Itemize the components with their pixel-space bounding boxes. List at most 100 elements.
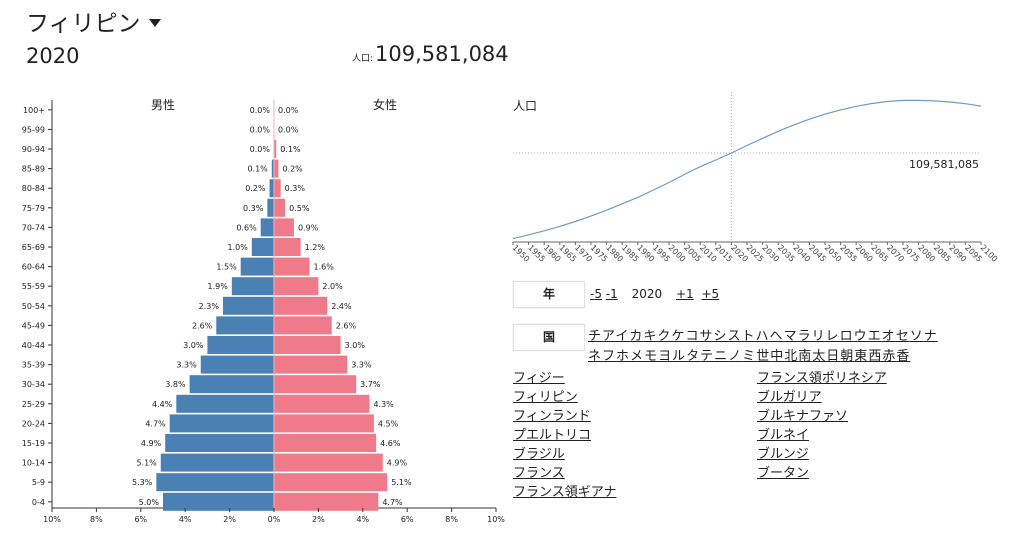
- kana-index-link[interactable]: 赤: [882, 349, 897, 364]
- kana-index-link[interactable]: モ: [644, 349, 659, 364]
- kana-index-link[interactable]: セ: [895, 329, 910, 344]
- kana-index-link[interactable]: 香: [896, 349, 911, 364]
- male-value-label: 0.0%: [250, 145, 271, 154]
- pyramid-x-tick-label: 6%: [134, 515, 147, 524]
- pyramid-age-label: 60-64: [22, 263, 45, 272]
- country-name[interactable]: フィリピン: [26, 11, 141, 37]
- kana-index-link[interactable]: レ: [825, 329, 840, 344]
- pyramid-age-label: 5-9: [32, 478, 45, 487]
- male-bar: [156, 473, 274, 492]
- female-value-label: 2.0%: [322, 282, 343, 291]
- kana-index-link[interactable]: 太: [812, 349, 827, 364]
- country-link[interactable]: フランス領ギアナ: [513, 485, 617, 500]
- kana-index-link[interactable]: 南: [798, 349, 813, 364]
- country-link[interactable]: フィンランド: [513, 409, 591, 424]
- male-value-label: 1.0%: [227, 243, 248, 252]
- female-bar: [274, 277, 319, 296]
- kana-index-link[interactable]: マ: [783, 329, 798, 344]
- kana-index-link[interactable]: テ: [700, 349, 715, 364]
- kana-index-link[interactable]: 日: [826, 349, 841, 364]
- kana-index-link[interactable]: ト: [741, 329, 756, 344]
- population-label: 人口:: [352, 54, 374, 64]
- kana-index-link[interactable]: ケ: [671, 329, 686, 344]
- female-value-label: 2.6%: [336, 321, 357, 330]
- chevron-down-icon[interactable]: [148, 18, 161, 27]
- country-link[interactable]: ブルネイ: [757, 428, 810, 443]
- kana-index-link[interactable]: ヨ: [658, 349, 673, 364]
- pyramid-x-tick-label: 6%: [401, 515, 414, 524]
- kana-index-link[interactable]: ナ: [923, 329, 938, 344]
- kana-index-link[interactable]: ラ: [797, 329, 812, 344]
- country-box: 国: [513, 324, 585, 351]
- kana-index-link[interactable]: 北: [784, 349, 799, 364]
- country-link[interactable]: ブータン: [757, 466, 810, 481]
- country-link[interactable]: プエルトリコ: [513, 428, 592, 443]
- female-bar: [274, 394, 370, 413]
- pyramid-age-label: 50-54: [22, 302, 45, 311]
- kana-index-link[interactable]: キ: [643, 329, 658, 344]
- year-plus1-link[interactable]: +1: [675, 287, 694, 301]
- pyramid-age-label: 100+: [23, 106, 45, 115]
- kana-index-link[interactable]: シ: [713, 329, 728, 344]
- kana-index-link[interactable]: フ: [602, 349, 617, 364]
- female-bar: [274, 453, 383, 472]
- kana-index-link[interactable]: ル: [672, 349, 687, 364]
- kana-index-link[interactable]: ロ: [839, 329, 854, 344]
- population-line-chart: 人口 109,581,08519501955196019651970197519…: [511, 92, 999, 264]
- kana-index-link[interactable]: ヘ: [769, 329, 784, 344]
- male-value-label: 3.0%: [183, 341, 204, 350]
- pyramid-age-label: 0-4: [32, 498, 45, 507]
- country-selector[interactable]: フィリピン: [26, 4, 161, 38]
- country-link[interactable]: フィジー: [513, 371, 565, 386]
- population-chart-title: 人口: [513, 99, 537, 113]
- country-link[interactable]: フランス: [513, 466, 565, 481]
- kana-index-link[interactable]: ア: [602, 329, 616, 344]
- kana-index-link[interactable]: サ: [699, 329, 714, 344]
- pyramid-age-label: 10-14: [22, 459, 45, 468]
- year-minus5-link[interactable]: -5: [590, 287, 602, 301]
- pyramid-age-label: 65-69: [22, 243, 45, 252]
- kana-index-link[interactable]: メ: [630, 349, 645, 364]
- female-value-label: 2.4%: [331, 302, 352, 311]
- kana-index-link[interactable]: ウ: [853, 329, 868, 344]
- kana-index-link[interactable]: ニ: [714, 349, 729, 364]
- kana-index-link[interactable]: ク: [657, 329, 672, 344]
- kana-index-link[interactable]: リ: [811, 329, 826, 344]
- male-bar: [216, 316, 274, 335]
- kana-index-link[interactable]: 朝: [840, 349, 855, 364]
- kana-index-link[interactable]: イ: [615, 329, 630, 344]
- country-link[interactable]: ブルキナファソ: [757, 409, 849, 424]
- kana-index-link[interactable]: エ: [867, 329, 882, 344]
- year-current: 2020: [631, 287, 663, 301]
- country-link[interactable]: ブラジル: [513, 447, 565, 462]
- kana-index-link[interactable]: ス: [727, 329, 742, 344]
- pyramid-age-label: 75-79: [22, 204, 45, 213]
- pyramid-age-label: 40-44: [22, 341, 45, 350]
- kana-index-link[interactable]: ミ: [742, 349, 757, 364]
- kana-index-link[interactable]: ソ: [909, 329, 924, 344]
- male-value-label: 0.2%: [245, 184, 266, 193]
- pyramid-age-label: 80-84: [22, 184, 45, 193]
- male-bar: [160, 453, 274, 472]
- kana-index-link[interactable]: チ: [588, 329, 603, 344]
- kana-index-link[interactable]: コ: [685, 329, 700, 344]
- year-plus5-link[interactable]: +5: [701, 287, 720, 301]
- kana-index-link[interactable]: 東: [854, 349, 869, 364]
- kana-index-link[interactable]: 世: [756, 349, 771, 364]
- kana-index-link[interactable]: カ: [629, 329, 644, 344]
- kana-index-link[interactable]: タ: [686, 349, 701, 364]
- kana-index-link[interactable]: ハ: [755, 329, 770, 344]
- country-link[interactable]: ブルンジ: [757, 447, 809, 462]
- country-link[interactable]: フィリピン: [513, 390, 578, 405]
- female-value-label: 1.2%: [305, 243, 326, 252]
- year-minus1-link[interactable]: -1: [605, 287, 618, 301]
- country-link[interactable]: フランス領ポリネシア: [757, 371, 887, 386]
- kana-index-link[interactable]: オ: [881, 329, 896, 344]
- kana-index-link[interactable]: ノ: [728, 349, 743, 364]
- kana-index-link[interactable]: ネ: [588, 349, 603, 364]
- country-link[interactable]: ブルガリア: [757, 390, 822, 405]
- kana-index-link[interactable]: ホ: [616, 349, 631, 364]
- kana-index-row-2: ネフホメモヨルタテニノミ世中北南太日朝東西赤香: [588, 345, 910, 364]
- kana-index-link[interactable]: 西: [868, 349, 883, 364]
- kana-index-link[interactable]: 中: [770, 349, 785, 364]
